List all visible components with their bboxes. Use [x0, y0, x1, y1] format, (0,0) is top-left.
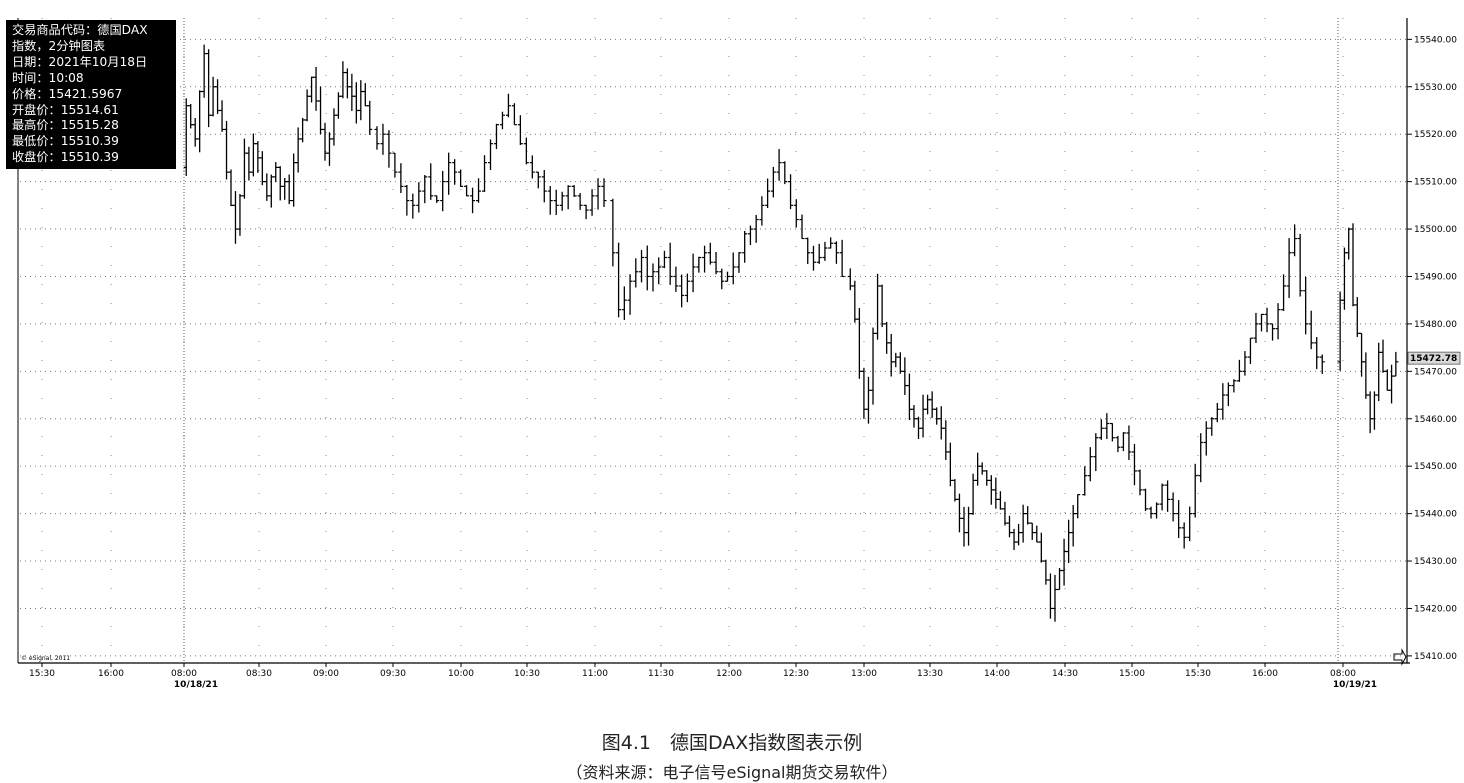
last-price-marker [1407, 351, 1461, 365]
figure-caption-title: 图4.1 德国DAX指数图表示例 [601, 732, 863, 754]
x-tick-label: 13:30 [917, 669, 943, 679]
x-tick-label: 14:30 [1052, 669, 1078, 679]
info-line: 价格：15421.5967 [12, 86, 123, 101]
y-tick-label: 15490.00 [1414, 272, 1457, 282]
y-tick-label: 15510.00 [1414, 178, 1457, 188]
chart-canvas[interactable]: 15410.00 15420.00 15430.00 15440.00 15450.00… [0, 0, 1464, 700]
x-tick-label: 15:30 [29, 669, 55, 679]
y-tick-label: 15540.00 [1414, 35, 1457, 45]
y-tick-label: 15470.00 [1414, 367, 1457, 377]
x-tick-label: 16:00 [1252, 669, 1278, 679]
y-tick-label: 15450.00 [1414, 462, 1457, 472]
info-line: 最高价：15515.28 [12, 118, 119, 133]
last-price-label: 15472.78 [1410, 354, 1457, 364]
y-tick-label: 15430.00 [1414, 557, 1457, 567]
info-line: 指数，2分钟图表 [12, 38, 106, 53]
x-tick-label: 12:00 [716, 669, 742, 679]
x-tick-label: 12:30 [783, 669, 809, 679]
x-tick-label: 09:00 [313, 669, 339, 679]
x-tick-label: 11:00 [582, 669, 608, 679]
info-line: 时间：10:08 [12, 70, 84, 85]
info-line: 交易商品代码：德国DAX [12, 23, 148, 37]
esignal-watermark: © eSignal, 2011 [21, 655, 71, 662]
x-tick-label: 15:00 [1119, 669, 1145, 679]
y-tick-label: 15440.00 [1414, 510, 1457, 520]
y-tick-label: 15530.00 [1414, 83, 1457, 93]
x-date-label: 10/19/21 [1333, 680, 1377, 690]
y-tick-label: 15500.00 [1414, 225, 1457, 235]
x-tick-label: 10:30 [514, 669, 540, 679]
info-line: 开盘价：15514.61 [12, 102, 119, 117]
x-tick-label: 08:30 [246, 669, 272, 679]
cursor-info-box: 交易商品代码：德国DAX 指数，2分钟图表 日期：2021年10月18日 时间：… [6, 20, 176, 170]
x-tick-label: 15:30 [1185, 669, 1211, 679]
x-tick-label: 08:00 [171, 669, 197, 679]
x-tick-label: 11:30 [648, 669, 674, 679]
x-date-label: 10/18/21 [174, 680, 218, 690]
y-tick-label: 15410.00 [1414, 652, 1457, 662]
y-tick-label: 15460.00 [1414, 415, 1457, 425]
dax-price-chart[interactable]: 15410.00 15420.00 15430.00 15440.00 15450.00… [0, 0, 1464, 700]
x-tick-label: 14:00 [984, 669, 1010, 679]
info-line: 最低价：15510.39 [12, 134, 119, 149]
y-tick-label: 15420.00 [1414, 604, 1457, 614]
x-tick-label: 13:00 [851, 669, 877, 679]
x-tick-label: 08:00 [1330, 669, 1356, 679]
info-line: 日期：2021年10月18日 [12, 54, 148, 69]
scroll-right-arrow-icon [1393, 648, 1407, 666]
x-tick-label: 10:00 [448, 669, 474, 679]
x-tick-label: 09:30 [380, 669, 406, 679]
y-tick-label: 15480.00 [1414, 320, 1457, 330]
info-line: 收盘价：15510.39 [12, 150, 119, 165]
y-tick-label: 15520.00 [1414, 130, 1457, 140]
figure-caption-source: （资料来源：电子信号eSignal期货交易软件） [566, 763, 898, 782]
x-tick-label: 16:00 [98, 669, 124, 679]
